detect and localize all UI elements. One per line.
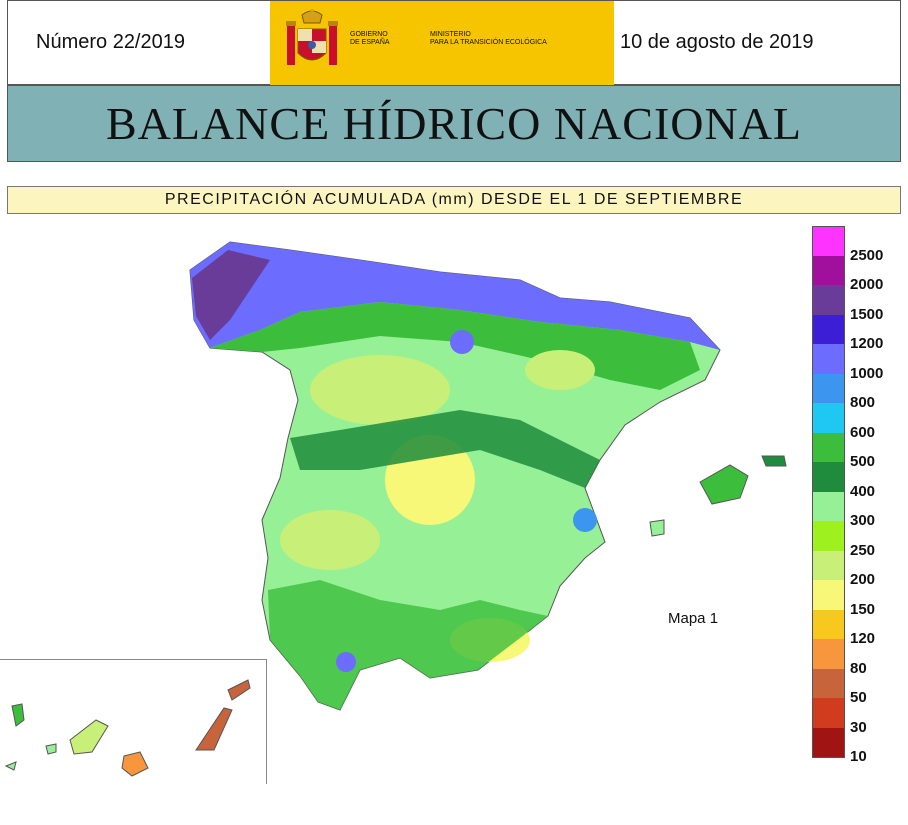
- legend-label-1500: 1500: [850, 305, 884, 323]
- legend-swatch-2500: [812, 226, 845, 256]
- legend-swatch-1500: [812, 285, 845, 315]
- meseta-north: [310, 355, 450, 425]
- precipitation-map: [0, 220, 800, 810]
- canary-gran-canaria: [121, 751, 149, 777]
- grazalema-wet-spot: [336, 652, 356, 672]
- ibiza: [649, 519, 665, 537]
- canary-lanzarote: [227, 679, 251, 701]
- issue-number: Número 22/2019: [36, 31, 185, 53]
- legend-swatch-50: [812, 668, 845, 699]
- iberian-wet-spot: [450, 330, 474, 354]
- canary-el-hierro: [4, 761, 17, 771]
- legend-swatch-80: [812, 639, 845, 669]
- legend-label-2500: 2500: [850, 246, 884, 264]
- peninsula-map: [4, 241, 787, 777]
- legend-swatch-300: [812, 491, 845, 522]
- title-bar: BALANCE HÍDRICO NACIONAL: [7, 85, 901, 162]
- legend-swatch-30: [812, 698, 845, 728]
- southern-band: [268, 580, 548, 710]
- legend-label-150: 150: [850, 600, 876, 618]
- menorca: [761, 455, 787, 467]
- coat-of-arms-icon: [286, 9, 338, 65]
- legend-swatch-600: [812, 403, 845, 433]
- legend-swatch-120: [812, 609, 845, 640]
- canary-fuerteventura: [195, 707, 233, 751]
- legend-label-30: 30: [850, 718, 867, 736]
- ministry-text: MINISTERIO PARA LA TRANSICIÓN ECOLÓGICA: [430, 31, 547, 46]
- legend-swatch-150: [812, 580, 845, 610]
- legend-swatch-250: [812, 521, 845, 551]
- legend-swatch-1000: [812, 344, 845, 374]
- subtitle-bar: PRECIPITACIÓN ACUMULADA (mm) DESDE EL 1 …: [7, 186, 901, 214]
- legend-label-800: 800: [850, 394, 876, 411]
- la-mancha: [280, 510, 380, 570]
- legend-label-50: 50: [850, 689, 867, 706]
- legend-swatch-500: [812, 432, 845, 463]
- legend-label-300: 300: [850, 512, 876, 529]
- legend-swatch-2000: [812, 255, 845, 286]
- galicia-very-wet: [192, 250, 270, 340]
- canary-la-gomera: [45, 743, 57, 755]
- legend-label-500: 500: [850, 453, 876, 470]
- legend-label-1000: 1000: [850, 364, 884, 382]
- publication-date: 10 de agosto de 2019: [620, 31, 814, 53]
- government-text: GOBIERNO DE ESPAÑA: [350, 31, 390, 46]
- legend-label-600: 600: [850, 423, 876, 441]
- ebro-valley: [525, 350, 595, 390]
- canary-la-palma: [11, 703, 25, 727]
- page-title: BALANCE HÍDRICO NACIONAL: [105, 98, 803, 149]
- legend-label-80: 80: [850, 659, 867, 677]
- government-logo: GOBIERNO DE ESPAÑA MINISTERIO PARA LA TR…: [270, 1, 614, 85]
- legend-swatch-800: [812, 373, 845, 404]
- canary-tenerife: [69, 719, 109, 755]
- legend-swatch-400: [812, 462, 845, 492]
- legend-label-250: 250: [850, 541, 876, 559]
- map-label: Mapa 1: [668, 610, 719, 627]
- map-subtitle: PRECIPITACIÓN ACUMULADA (mm) DESDE EL 1 …: [164, 191, 744, 208]
- legend-label-2000: 2000: [850, 276, 884, 293]
- precipitation-legend: 2500 2000 1500 1200 1000 800 600 500 400 300 250 20…: [812, 226, 904, 766]
- legend-swatch-10: [812, 727, 845, 758]
- header-bar: Número 22/2019 GOBIERNO DE ESPAÑA MINIST…: [7, 0, 901, 85]
- legend-swatch-1200: [812, 314, 845, 345]
- legend-label-120: 120: [850, 630, 876, 647]
- central-system-band: [290, 410, 600, 488]
- legend-swatch-200: [812, 550, 845, 581]
- mallorca: [699, 464, 749, 505]
- legend-label-10: 10: [850, 748, 867, 765]
- legend-label-200: 200: [850, 571, 876, 588]
- legend-label-400: 400: [850, 482, 876, 500]
- north-wet-zone: [190, 242, 720, 350]
- valencia-wet-spot: [573, 508, 597, 532]
- legend-label-1200: 1200: [850, 335, 884, 352]
- canary-islands-frame: [0, 659, 267, 784]
